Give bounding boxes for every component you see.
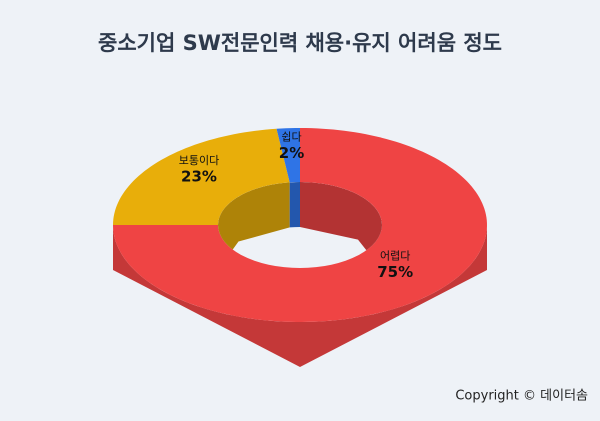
slice-label: 보통이다 — [179, 154, 219, 167]
inner-walls — [218, 182, 382, 268]
slice — [276, 128, 300, 183]
slice — [113, 128, 290, 225]
slice-label: 어렵다 — [380, 249, 410, 262]
slice-label: 쉽다 — [281, 130, 301, 143]
inner-wall — [218, 182, 290, 268]
inner-wall — [289, 182, 300, 228]
slice — [113, 128, 487, 322]
value-label: 2% — [279, 144, 304, 162]
chart-title: 중소기업 SW전문인력 채용·유지 어려움 정도 — [98, 31, 502, 55]
inner-wall — [300, 182, 382, 268]
value-label: 75% — [377, 263, 413, 281]
outer-wall — [113, 225, 487, 367]
value-label: 23% — [181, 167, 217, 185]
footer: Copyright © 데이터솜 — [455, 389, 588, 404]
